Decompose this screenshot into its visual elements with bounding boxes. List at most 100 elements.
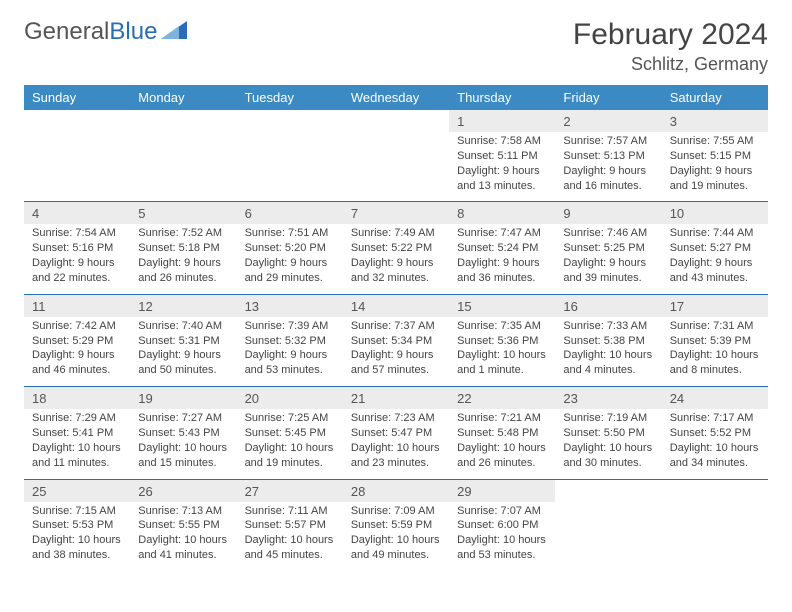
data-row: Sunrise: 7:29 AMSunset: 5:41 PMDaylight:…	[24, 409, 768, 479]
date-cell: 24	[662, 387, 768, 410]
logo-text-1: General	[24, 18, 109, 46]
daylight-text: and 57 minutes.	[351, 363, 441, 378]
sunrise-text: Sunrise: 7:07 AM	[457, 504, 547, 519]
sunset-text: Sunset: 5:31 PM	[138, 334, 228, 349]
sunrise-text: Sunrise: 7:40 AM	[138, 319, 228, 334]
date-cell: 3	[662, 110, 768, 132]
sunset-text: Sunset: 5:43 PM	[138, 426, 228, 441]
daylight-text: Daylight: 10 hours	[351, 533, 441, 548]
sunset-text: Sunset: 5:50 PM	[563, 426, 653, 441]
date-cell	[24, 110, 130, 132]
daylight-text: Daylight: 9 hours	[670, 256, 760, 271]
date-cell: 7	[343, 202, 449, 225]
daylight-text: Daylight: 10 hours	[563, 441, 653, 456]
daylight-text: and 23 minutes.	[351, 456, 441, 471]
sunrise-text: Sunrise: 7:44 AM	[670, 226, 760, 241]
daylight-text: Daylight: 10 hours	[457, 533, 547, 548]
header: GeneralBlue February 2024 Schlitz, Germa…	[24, 18, 768, 75]
date-cell: 17	[662, 294, 768, 317]
daylight-text: Daylight: 10 hours	[351, 441, 441, 456]
daylight-text: Daylight: 10 hours	[32, 441, 122, 456]
daylight-text: Daylight: 10 hours	[670, 348, 760, 363]
sunrise-text: Sunrise: 7:33 AM	[563, 319, 653, 334]
day-data-cell: Sunrise: 7:09 AMSunset: 5:59 PMDaylight:…	[343, 502, 449, 571]
sunset-text: Sunset: 5:53 PM	[32, 518, 122, 533]
date-cell: 6	[237, 202, 343, 225]
sunrise-text: Sunrise: 7:46 AM	[563, 226, 653, 241]
day-data-cell: Sunrise: 7:39 AMSunset: 5:32 PMDaylight:…	[237, 317, 343, 387]
date-cell: 2	[555, 110, 661, 132]
logo-text-2: Blue	[109, 18, 157, 46]
sunrise-text: Sunrise: 7:13 AM	[138, 504, 228, 519]
sunrise-text: Sunrise: 7:21 AM	[457, 411, 547, 426]
day-data-cell: Sunrise: 7:33 AMSunset: 5:38 PMDaylight:…	[555, 317, 661, 387]
date-row: 2526272829	[24, 479, 768, 502]
date-cell	[662, 479, 768, 502]
day-data-cell: Sunrise: 7:21 AMSunset: 5:48 PMDaylight:…	[449, 409, 555, 479]
date-cell	[237, 110, 343, 132]
sunrise-text: Sunrise: 7:09 AM	[351, 504, 441, 519]
sunrise-text: Sunrise: 7:55 AM	[670, 134, 760, 149]
sunset-text: Sunset: 5:18 PM	[138, 241, 228, 256]
sunrise-text: Sunrise: 7:15 AM	[32, 504, 122, 519]
day-data-cell: Sunrise: 7:27 AMSunset: 5:43 PMDaylight:…	[130, 409, 236, 479]
day-data-cell	[555, 502, 661, 571]
daylight-text: and 43 minutes.	[670, 271, 760, 286]
sunrise-text: Sunrise: 7:29 AM	[32, 411, 122, 426]
sunset-text: Sunset: 5:55 PM	[138, 518, 228, 533]
date-cell	[130, 110, 236, 132]
calendar-body: 12 3Sunrise: 7:58 AMSunset: 5:11 PMDaylig…	[24, 110, 768, 571]
day-data-cell: Sunrise: 7:07 AMSunset: 6:00 PMDaylight:…	[449, 502, 555, 571]
daylight-text: Daylight: 9 hours	[351, 256, 441, 271]
sunset-text: Sunset: 5:29 PM	[32, 334, 122, 349]
sunrise-text: Sunrise: 7:17 AM	[670, 411, 760, 426]
day-data-cell: Sunrise: 7:46 AMSunset: 5:25 PMDaylight:…	[555, 224, 661, 294]
daylight-text: and 41 minutes.	[138, 548, 228, 563]
daylight-text: Daylight: 10 hours	[670, 441, 760, 456]
day-data-cell: Sunrise: 7:49 AMSunset: 5:22 PMDaylight:…	[343, 224, 449, 294]
sunrise-text: Sunrise: 7:35 AM	[457, 319, 547, 334]
date-cell: 12	[130, 294, 236, 317]
date-cell: 8	[449, 202, 555, 225]
date-cell: 11	[24, 294, 130, 317]
daylight-text: Daylight: 10 hours	[563, 348, 653, 363]
daylight-text: Daylight: 9 hours	[245, 256, 335, 271]
sunrise-text: Sunrise: 7:51 AM	[245, 226, 335, 241]
sunrise-text: Sunrise: 7:19 AM	[563, 411, 653, 426]
sunset-text: Sunset: 5:59 PM	[351, 518, 441, 533]
day-data-cell: Sunrise: 7:55 AMSunset: 5:15 PMDaylight:…	[662, 132, 768, 202]
date-cell: 4	[24, 202, 130, 225]
title-block: February 2024 Schlitz, Germany	[573, 18, 768, 75]
day-data-cell: Sunrise: 7:25 AMSunset: 5:45 PMDaylight:…	[237, 409, 343, 479]
date-cell: 22	[449, 387, 555, 410]
day-data-cell: Sunrise: 7:31 AMSunset: 5:39 PMDaylight:…	[662, 317, 768, 387]
sunset-text: Sunset: 5:25 PM	[563, 241, 653, 256]
day-data-cell: Sunrise: 7:23 AMSunset: 5:47 PMDaylight:…	[343, 409, 449, 479]
sunset-text: Sunset: 5:13 PM	[563, 149, 653, 164]
sunset-text: Sunset: 5:38 PM	[563, 334, 653, 349]
daylight-text: Daylight: 9 hours	[563, 164, 653, 179]
day-data-cell: Sunrise: 7:57 AMSunset: 5:13 PMDaylight:…	[555, 132, 661, 202]
dow-header: Wednesday	[343, 85, 449, 110]
sunset-text: Sunset: 5:45 PM	[245, 426, 335, 441]
dow-header: Saturday	[662, 85, 768, 110]
sunrise-text: Sunrise: 7:47 AM	[457, 226, 547, 241]
sunset-text: Sunset: 5:22 PM	[351, 241, 441, 256]
date-cell: 16	[555, 294, 661, 317]
daylight-text: Daylight: 9 hours	[138, 348, 228, 363]
daylight-text: and 38 minutes.	[32, 548, 122, 563]
date-cell: 23	[555, 387, 661, 410]
sunrise-text: Sunrise: 7:23 AM	[351, 411, 441, 426]
daylight-text: and 46 minutes.	[32, 363, 122, 378]
sunset-text: Sunset: 5:52 PM	[670, 426, 760, 441]
daylight-text: and 1 minute.	[457, 363, 547, 378]
day-data-cell: Sunrise: 7:44 AMSunset: 5:27 PMDaylight:…	[662, 224, 768, 294]
sunrise-text: Sunrise: 7:54 AM	[32, 226, 122, 241]
day-data-cell: Sunrise: 7:42 AMSunset: 5:29 PMDaylight:…	[24, 317, 130, 387]
daylight-text: Daylight: 9 hours	[351, 348, 441, 363]
day-data-cell: Sunrise: 7:17 AMSunset: 5:52 PMDaylight:…	[662, 409, 768, 479]
daylight-text: and 22 minutes.	[32, 271, 122, 286]
day-data-cell: Sunrise: 7:13 AMSunset: 5:55 PMDaylight:…	[130, 502, 236, 571]
day-data-cell: Sunrise: 7:35 AMSunset: 5:36 PMDaylight:…	[449, 317, 555, 387]
data-row: Sunrise: 7:58 AMSunset: 5:11 PMDaylight:…	[24, 132, 768, 202]
